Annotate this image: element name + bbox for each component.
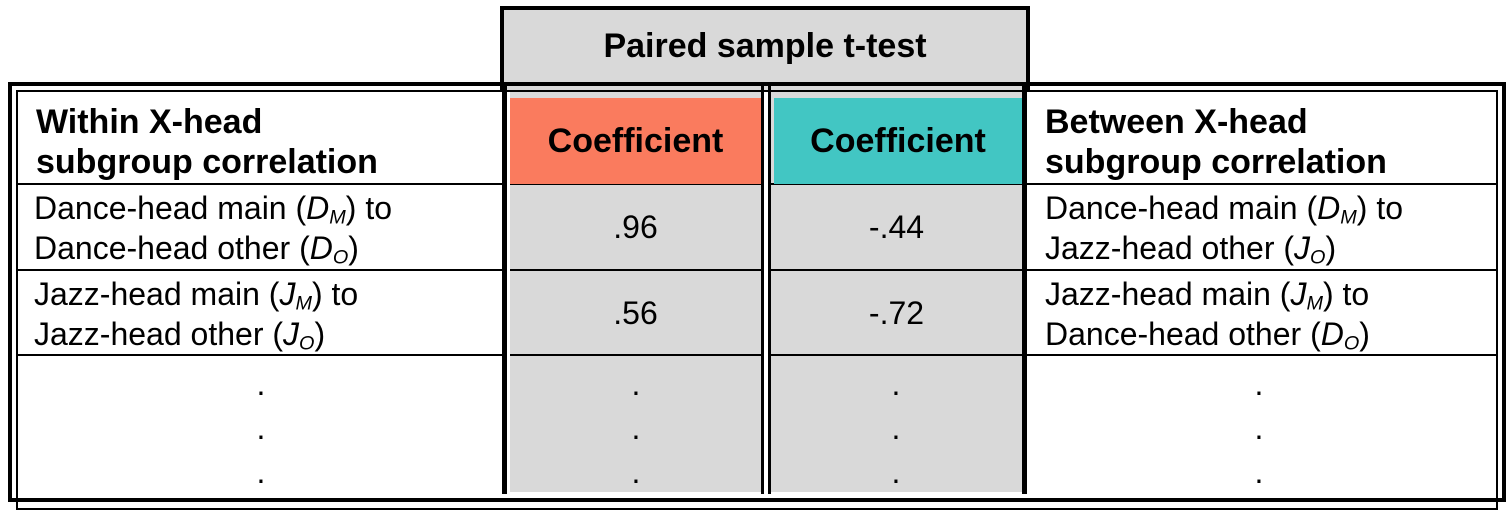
coefficient-value-between: -.72 [868, 294, 925, 331]
within-pair-label: Dance-head main (DM) to Dance-head other… [34, 188, 392, 268]
label-line: Dance-head main (DM) to [1045, 190, 1404, 229]
within-pair-label: Jazz-head main (JM) to Jazz-head other (… [34, 274, 358, 354]
row-divider [18, 354, 504, 356]
ellipsis-dot: . [1254, 454, 1264, 490]
coefficient-header-within: Coefficient [510, 98, 761, 184]
column-divider [502, 84, 507, 494]
between-pair-label: Dance-head main (DM) to Jazz-head other … [1045, 188, 1403, 268]
column-divider [761, 84, 764, 494]
row-divider [510, 183, 761, 185]
row-divider [771, 354, 1022, 356]
ellipsis-dot: . [631, 366, 641, 402]
coefficient-header-between: Coefficient [774, 98, 1022, 184]
row-divider [771, 269, 1022, 271]
column-divider [1022, 84, 1027, 494]
label-line: Jazz-head main (JM) to [34, 276, 359, 315]
column-divider [768, 84, 771, 494]
row-divider [1026, 183, 1496, 185]
label-line: Dance-head other (DO) [1045, 316, 1370, 355]
within-header-line: Within X-head [36, 103, 263, 141]
ellipsis-dot: . [256, 454, 266, 490]
ellipsis-dot: . [891, 366, 901, 402]
coefficient-value-within: .96 [613, 209, 658, 245]
ellipsis-dot: . [256, 366, 266, 402]
row-divider [18, 269, 504, 271]
ellipsis-dot: . [891, 410, 901, 446]
between-pair-label: Jazz-head main (JM) to Dance-head other … [1045, 274, 1370, 354]
label-line: Jazz-head main (JM) to [1045, 276, 1370, 315]
ellipsis-dot: . [631, 454, 641, 490]
ttest-header-title: Paired sample t-test [603, 26, 927, 65]
label-line: Jazz-head other (JO) [1045, 230, 1337, 269]
row-divider [1026, 269, 1496, 271]
within-header: Within X-head subgroup correlation [36, 102, 378, 182]
label-line: Dance-head other (DO) [34, 230, 359, 269]
label-line: Dance-head main (DM) to [34, 190, 393, 229]
label-line: Jazz-head other (JO) [34, 316, 326, 355]
coefficient-value-between: -.44 [868, 209, 925, 245]
row-divider [510, 354, 761, 356]
row-divider [18, 183, 504, 185]
ellipsis-dot: . [631, 410, 641, 446]
ellipsis-dot: . [1254, 366, 1264, 402]
ttest-header-tab [500, 6, 1030, 90]
within-header-line: subgroup correlation [36, 143, 378, 181]
coefficient-value-within: .56 [613, 294, 658, 331]
row-divider [510, 269, 761, 271]
between-header-line: Between X-head [1045, 103, 1308, 141]
row-divider [771, 183, 1022, 185]
between-header: Between X-head subgroup correlation [1045, 102, 1387, 182]
row-divider [1026, 354, 1496, 356]
ellipsis-dot: . [1254, 410, 1264, 446]
ellipsis-dot: . [891, 454, 901, 490]
ellipsis-dot: . [256, 410, 266, 446]
between-header-line: subgroup correlation [1045, 143, 1387, 181]
